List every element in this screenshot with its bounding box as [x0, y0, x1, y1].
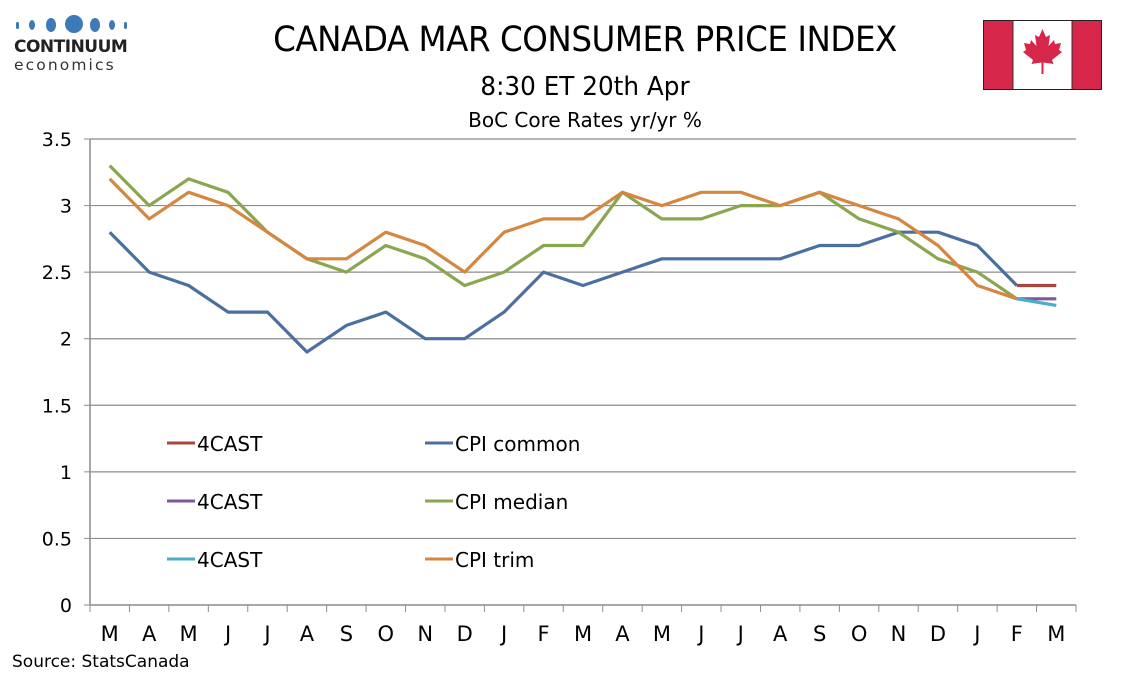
legend-label: 4CAST — [197, 490, 263, 514]
release-time: 8:30 ET 20th Apr — [480, 72, 690, 102]
x-tick-label: J — [736, 622, 744, 646]
legend-label: CPI common — [455, 432, 580, 456]
y-tick-label: 1 — [60, 462, 72, 484]
logo-brand: CONTINUUM — [14, 37, 128, 57]
series-line-4cast-4 — [1016, 297, 1057, 307]
series-line-cpi-median-3 — [108, 164, 1018, 301]
x-tick-label: A — [142, 622, 157, 646]
x-tick-label: J — [499, 622, 507, 646]
x-tick-label: D — [930, 622, 946, 646]
series-line-cpi-trim-5 — [108, 177, 1018, 301]
gridlines — [90, 138, 1076, 540]
page-title: CANADA MAR CONSUMER PRICE INDEX — [273, 20, 897, 60]
x-tick-label: F — [1011, 622, 1023, 646]
x-tick-label: J — [972, 622, 980, 646]
continuum-logo: CONTINUUM economics — [14, 14, 134, 74]
y-tick-label: 2.5 — [42, 262, 72, 284]
x-tick-label: M — [653, 622, 671, 646]
x-axis — [89, 139, 1077, 612]
x-tick-label: M — [101, 622, 119, 646]
y-tick-label: 3 — [60, 196, 72, 218]
x-tick-label: D — [457, 622, 473, 646]
chart-title: BoC Core Rates yr/yr % — [468, 108, 702, 132]
logo-dots-icon — [14, 14, 134, 36]
x-tick-label: J — [223, 622, 231, 646]
source-note: Source: StatsCanada — [12, 652, 190, 672]
x-tick-label: J — [696, 622, 704, 646]
legend-label: 4CAST — [197, 548, 263, 572]
legend-label: CPI trim — [455, 548, 534, 572]
y-tick-label: 0 — [60, 595, 72, 617]
y-tick-label: 3.5 — [42, 129, 72, 151]
y-axis-ticks: 0 0.5 1 1.5 2 2.5 3 3.5 — [42, 129, 90, 617]
x-tick-label: F — [538, 622, 550, 646]
x-tick-label: S — [340, 622, 353, 646]
y-tick-label: 2 — [60, 329, 72, 351]
y-tick-label: 1.5 — [42, 395, 72, 417]
x-tick-label: A — [300, 622, 315, 646]
legend-label: 4CAST — [197, 432, 263, 456]
canada-flag-icon — [983, 20, 1102, 90]
x-tick-label: O — [378, 622, 395, 646]
x-tick-label: M — [574, 622, 592, 646]
x-tick-label: O — [851, 622, 868, 646]
x-tick-label: N — [417, 622, 433, 646]
x-tick-label: S — [813, 622, 826, 646]
x-tick-label: N — [891, 622, 907, 646]
x-tick-label: M — [1047, 622, 1065, 646]
series-line-cpi-common-1 — [108, 230, 1018, 354]
series-lines — [108, 164, 1057, 354]
logo-sub: economics — [14, 56, 116, 74]
legend: 4CAST CPI common 4CAST CPI median 4CAST CPI t… — [167, 432, 580, 572]
x-tick-label: J — [262, 622, 270, 646]
legend-label: CPI median — [455, 490, 568, 514]
x-tick-label: M — [180, 622, 198, 646]
x-tick-label: A — [773, 622, 788, 646]
y-tick-label: 0.5 — [42, 528, 72, 550]
x-tick-label: A — [615, 622, 630, 646]
